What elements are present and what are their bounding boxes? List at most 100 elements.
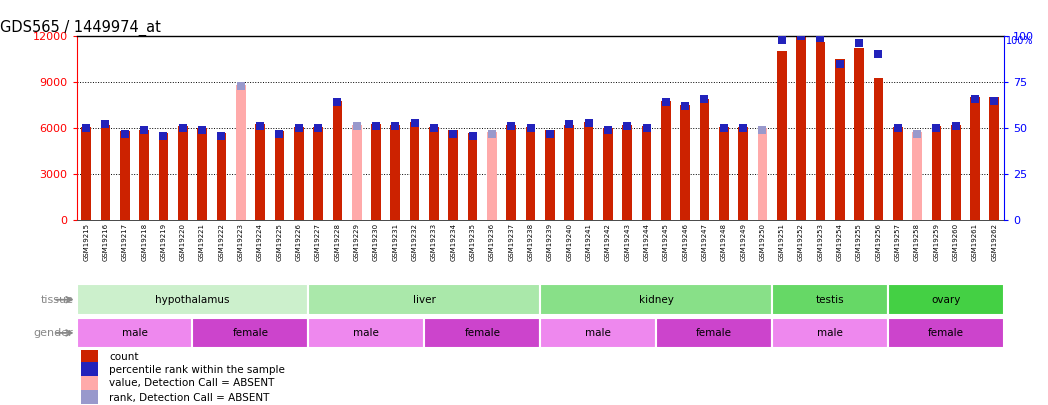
Text: GSM19226: GSM19226 bbox=[296, 223, 302, 261]
Text: GSM19218: GSM19218 bbox=[141, 223, 147, 261]
Text: male: male bbox=[817, 328, 843, 338]
Text: tissue: tissue bbox=[41, 295, 73, 305]
Bar bbox=[77, 318, 193, 348]
Point bbox=[290, 125, 307, 131]
Text: GDS565 / 1449974_at: GDS565 / 1449974_at bbox=[0, 20, 161, 36]
Bar bbox=[719, 127, 728, 220]
Text: GSM19262: GSM19262 bbox=[991, 223, 998, 261]
Bar bbox=[467, 133, 478, 220]
Text: GSM19249: GSM19249 bbox=[740, 223, 746, 261]
Text: GSM19233: GSM19233 bbox=[431, 223, 437, 261]
Bar bbox=[256, 124, 265, 220]
Point bbox=[387, 123, 403, 130]
Bar bbox=[371, 124, 380, 220]
Bar bbox=[424, 318, 540, 348]
Point bbox=[599, 127, 616, 133]
Point bbox=[309, 125, 326, 131]
Bar bbox=[656, 318, 772, 348]
Text: GSM19243: GSM19243 bbox=[625, 223, 630, 261]
Bar bbox=[197, 128, 206, 220]
Bar bbox=[603, 128, 613, 220]
Text: female: female bbox=[696, 328, 733, 338]
Bar bbox=[680, 105, 690, 220]
Bar bbox=[449, 130, 458, 220]
Point bbox=[812, 35, 829, 41]
Text: GSM19259: GSM19259 bbox=[934, 223, 939, 261]
Text: GSM19230: GSM19230 bbox=[373, 223, 379, 261]
Point bbox=[657, 99, 674, 106]
Text: percentile rank within the sample: percentile rank within the sample bbox=[109, 365, 285, 375]
Text: GSM19251: GSM19251 bbox=[779, 223, 785, 261]
Text: GSM19222: GSM19222 bbox=[218, 223, 224, 261]
Bar bbox=[193, 318, 308, 348]
Point bbox=[947, 123, 964, 130]
Text: GSM19246: GSM19246 bbox=[682, 223, 689, 261]
Bar bbox=[81, 390, 97, 405]
Bar bbox=[332, 100, 343, 220]
Point bbox=[618, 123, 635, 130]
Point bbox=[755, 127, 771, 133]
Bar bbox=[81, 362, 97, 377]
Bar bbox=[888, 318, 1004, 348]
Point bbox=[831, 60, 848, 67]
Text: female: female bbox=[929, 328, 964, 338]
Text: female: female bbox=[464, 328, 500, 338]
Point bbox=[136, 127, 153, 133]
Bar bbox=[352, 125, 362, 220]
Bar bbox=[275, 131, 284, 220]
Bar bbox=[893, 127, 902, 220]
Text: GSM19239: GSM19239 bbox=[547, 223, 553, 261]
Point bbox=[329, 99, 346, 106]
Point bbox=[966, 96, 983, 102]
Bar bbox=[989, 98, 999, 220]
Bar bbox=[641, 126, 652, 220]
Text: GSM19225: GSM19225 bbox=[277, 223, 282, 261]
Bar bbox=[158, 133, 169, 220]
Text: testis: testis bbox=[815, 295, 845, 305]
Point bbox=[464, 132, 481, 139]
Bar bbox=[661, 100, 671, 220]
Point bbox=[174, 125, 191, 131]
Bar bbox=[308, 284, 540, 315]
Bar bbox=[82, 127, 91, 220]
Text: gender: gender bbox=[34, 328, 73, 338]
Bar bbox=[772, 318, 888, 348]
Text: GSM19228: GSM19228 bbox=[334, 223, 341, 261]
Text: female: female bbox=[233, 328, 268, 338]
Bar bbox=[777, 51, 787, 220]
Text: GSM19219: GSM19219 bbox=[160, 223, 167, 261]
Text: GSM19237: GSM19237 bbox=[508, 223, 515, 261]
Point bbox=[890, 125, 907, 131]
Point bbox=[542, 130, 559, 137]
Bar bbox=[217, 133, 226, 220]
Point bbox=[233, 83, 249, 89]
Point bbox=[368, 123, 385, 130]
Point bbox=[986, 97, 1003, 104]
Bar bbox=[410, 122, 419, 220]
Text: GSM19236: GSM19236 bbox=[489, 223, 495, 261]
Text: GSM19240: GSM19240 bbox=[566, 223, 572, 261]
Bar bbox=[506, 125, 516, 220]
Bar bbox=[888, 284, 1004, 315]
Text: GSM19229: GSM19229 bbox=[353, 223, 359, 261]
Bar bbox=[526, 127, 536, 220]
Text: GSM19253: GSM19253 bbox=[817, 223, 824, 261]
Bar bbox=[487, 132, 497, 220]
Point bbox=[522, 125, 539, 131]
Point bbox=[927, 125, 944, 131]
Text: rank, Detection Call = ABSENT: rank, Detection Call = ABSENT bbox=[109, 392, 269, 403]
Bar bbox=[796, 34, 806, 220]
Text: GSM19260: GSM19260 bbox=[953, 223, 959, 261]
Point bbox=[252, 123, 268, 130]
Point bbox=[425, 125, 442, 131]
Text: GSM19216: GSM19216 bbox=[103, 223, 109, 261]
Point bbox=[445, 130, 462, 137]
Text: value, Detection Call = ABSENT: value, Detection Call = ABSENT bbox=[109, 378, 275, 388]
Bar bbox=[293, 127, 304, 220]
Point bbox=[638, 125, 655, 131]
Bar bbox=[932, 126, 941, 220]
Text: GSM19227: GSM19227 bbox=[315, 223, 321, 261]
Bar bbox=[139, 130, 149, 220]
Bar bbox=[81, 376, 97, 391]
Bar bbox=[429, 127, 439, 220]
